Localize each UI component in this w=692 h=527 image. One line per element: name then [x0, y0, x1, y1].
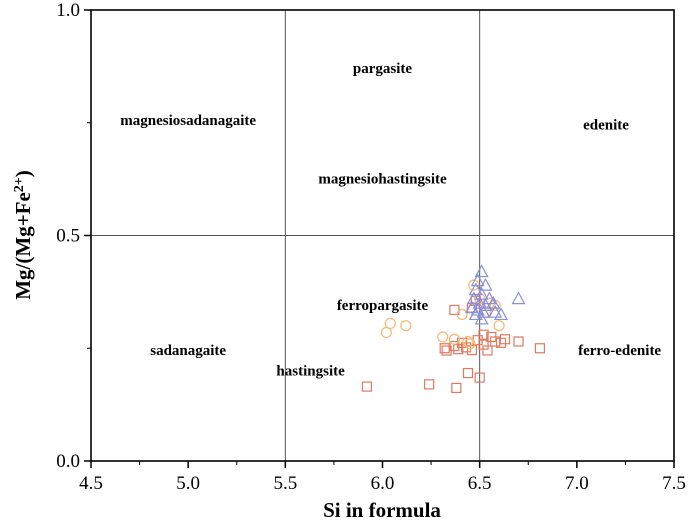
data-point-square [462, 367, 474, 379]
data-point-square [361, 381, 373, 392]
data-point-square [474, 372, 485, 383]
data-point-circle [464, 338, 476, 350]
region-label-ferropargasite: ferropargasite [337, 298, 429, 314]
data-point-square [478, 329, 489, 340]
data-point-circle [437, 331, 449, 343]
y-tick-label: 1.0 [56, 0, 80, 21]
grid-lines [91, 10, 674, 461]
data-point-triangle [474, 311, 489, 325]
data-point-square [449, 340, 460, 352]
data-point-triangle [468, 282, 483, 296]
x-axis-title: Si in formula [323, 498, 441, 522]
data-point-square [453, 344, 464, 355]
data-point-triangle [474, 264, 489, 278]
x-tick-label: 7.5 [662, 473, 686, 494]
data-point-circle [384, 317, 396, 330]
region-label-hastingsite: hastingsite [276, 363, 345, 379]
data-point-circle [493, 320, 505, 332]
x-tick-label: 6.5 [468, 473, 492, 494]
x-tick-label: 4.5 [79, 473, 103, 494]
data-point-circle [400, 320, 412, 332]
y-axis-title: Mg/(Mg+Fe2+) [11, 170, 35, 300]
data-point-triangle [466, 291, 481, 305]
y-tick-label: 0.0 [56, 451, 80, 472]
data-point-square [534, 343, 546, 354]
data-point-circle [462, 335, 474, 348]
axis-ticks: 4.5 5.0 5.5 6.0 6.5 7.0 7.5 0.0 0.5 1.0 [56, 0, 686, 494]
region-label-ferro-edenite: ferro-edenite [578, 343, 661, 359]
data-point-square [439, 343, 450, 354]
data-point-triangle [478, 277, 493, 291]
data-point-square [490, 336, 501, 347]
region-label-magnesiohastingsite: magnesiohastingsite [318, 172, 447, 188]
data-point-square [482, 345, 493, 356]
data-point-triangle [511, 291, 526, 305]
data-point-triangle [474, 286, 489, 300]
data-point-square [499, 334, 511, 345]
y-tick-label: 0.5 [56, 226, 80, 247]
y-axis-title-close: ) [11, 170, 35, 177]
data-point-square [513, 336, 524, 347]
data-point-square [451, 382, 462, 394]
data-points [361, 264, 546, 394]
data-point-square [424, 379, 435, 390]
data-point-triangle [488, 304, 503, 318]
data-point-triangle [486, 295, 501, 309]
region-labels: pargasite magnesiosadanagaite edenite magne… [120, 61, 661, 379]
x-tick-label: 5.5 [273, 473, 297, 494]
x-tick-label: 5.0 [176, 473, 200, 494]
x-tick-label: 6.0 [371, 473, 395, 494]
data-point-circle [456, 308, 468, 321]
data-point-square [466, 344, 477, 356]
y-axis-title-main: Mg/(Mg+Fe [11, 192, 35, 300]
data-point-triangle [494, 307, 509, 321]
y-axis-title-superscript: 2+ [12, 177, 27, 192]
region-label-sadanagaite: sadanagaite [150, 343, 226, 359]
region-label-pargasite: pargasite [353, 61, 413, 77]
data-point-triangle [470, 273, 485, 287]
data-point-square [495, 337, 507, 348]
x-tick-label: 7.0 [565, 473, 589, 494]
region-label-edenite: edenite [583, 118, 629, 134]
data-point-circle [448, 333, 461, 345]
data-point-triangle [464, 300, 479, 314]
data-point-square [478, 339, 489, 350]
data-point-square [460, 342, 472, 353]
region-label-magnesiosadanagaite: magnesiosadanagaite [120, 113, 256, 129]
data-point-triangle [468, 307, 483, 321]
